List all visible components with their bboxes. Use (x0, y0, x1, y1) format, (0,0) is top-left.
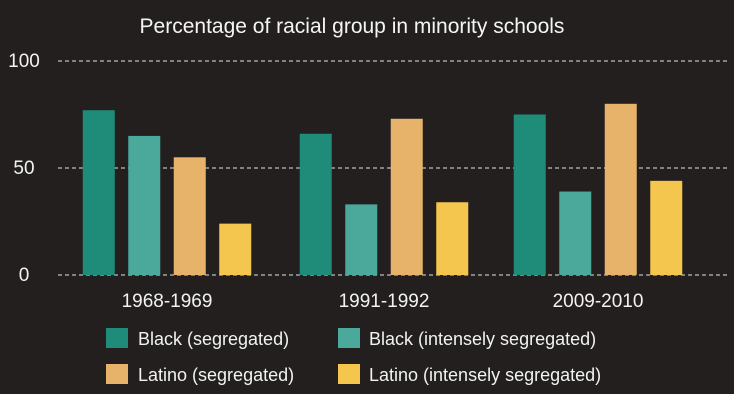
legend-label: Black (segregated) (138, 329, 289, 349)
legend-label: Latino (segregated) (138, 365, 294, 385)
y-tick-label: 0 (19, 265, 30, 286)
bar-2009-2010-latino-intensely-segregated (650, 180, 683, 275)
legend-label: Latino (intensely segregated) (369, 365, 601, 385)
bar-1968-1969-latino-segregated (173, 157, 206, 275)
y-tick-label: 50 (13, 158, 34, 179)
legend: Black (segregated) Black (intensely segre… (106, 328, 601, 385)
bar-2009-2010-black-segregated (513, 114, 546, 275)
legend-swatch (106, 364, 128, 384)
legend-swatch (106, 328, 128, 348)
chart-title: Percentage of racial group in minority s… (140, 15, 565, 38)
bar-2009-2010-latino-segregated (604, 103, 637, 275)
bar-1991-1992-latino-segregated (390, 118, 423, 275)
bar-1968-1969-latino-intensely-segregated (219, 223, 252, 275)
legend-swatch (338, 364, 360, 384)
legend-swatch (338, 328, 360, 348)
x-category-label: 1968-1969 (122, 291, 213, 312)
bars (82, 103, 683, 275)
category-labels: 1968-1969 1991-1992 2009-2010 (122, 291, 644, 312)
x-category-label: 1991-1992 (339, 291, 430, 312)
bar-2009-2010-black-intensely-segregated (559, 191, 592, 275)
legend-label: Black (intensely segregated) (369, 329, 596, 349)
bar-1991-1992-black-segregated (299, 133, 332, 275)
y-tick-label: 100 (8, 51, 40, 72)
bar-1991-1992-latino-intensely-segregated (436, 202, 469, 275)
bar-1991-1992-black-intensely-segregated (345, 204, 378, 275)
x-category-label: 2009-2010 (553, 291, 644, 312)
bar-1968-1969-black-segregated (82, 110, 115, 275)
bar-1968-1969-black-intensely-segregated (128, 135, 161, 275)
